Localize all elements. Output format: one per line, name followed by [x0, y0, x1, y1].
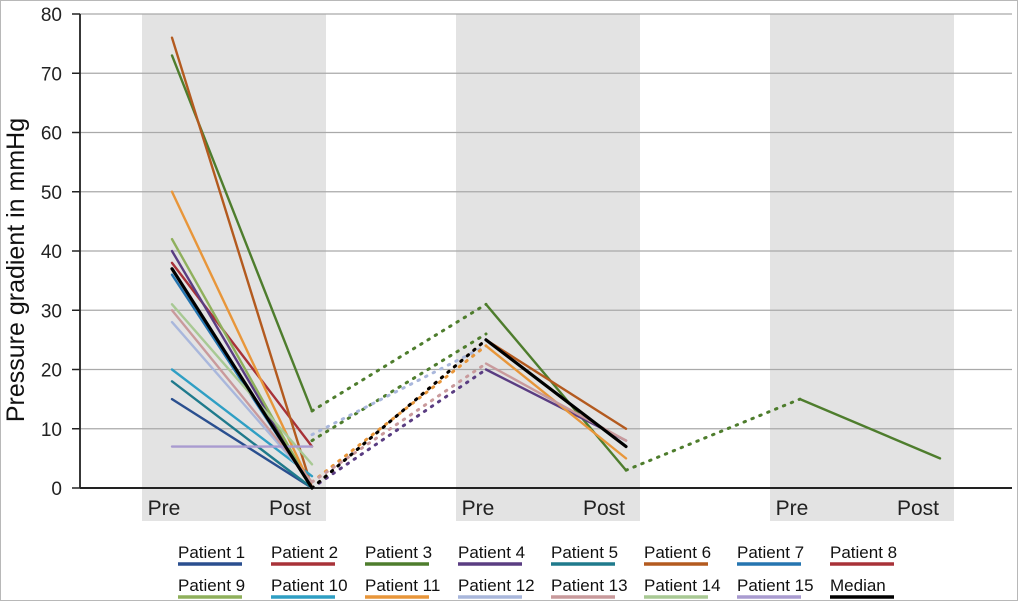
connector-7 [310, 362, 488, 484]
y-tick-60: 60 [41, 124, 62, 145]
y-axis-label: Pressure gradient in mmHg [2, 118, 30, 422]
connector-2 [310, 332, 488, 443]
connector-lines [310, 302, 802, 490]
legend-label-patient-3: Patient 3 [365, 543, 432, 562]
series-patient-6-group-1 [170, 36, 314, 490]
connector-1 [310, 302, 488, 413]
series-median-group-1 [170, 267, 314, 490]
x-tick-labels: Pre Post Pre Post Pre Post [148, 497, 940, 520]
series-patient-6-group-2 [484, 338, 628, 430]
series-patient-3-group-2 [484, 303, 628, 472]
legend-label-patient-8: Patient 8 [830, 543, 897, 562]
series-patient-12-group-1 [170, 320, 314, 484]
connector-9 [624, 397, 802, 472]
legend: Patient 1 Patient 2 Patient 3 Patient 4 Pati… [178, 543, 897, 599]
x-tick-pre-2: Pre [462, 497, 495, 520]
x-tick-pre-3: Pre [776, 497, 809, 520]
y-tick-30: 30 [41, 301, 62, 322]
group-band-2 [456, 14, 640, 521]
legend-label-patient-5: Patient 5 [551, 543, 618, 562]
series-patient-3-group-3 [798, 397, 942, 460]
legend-label-median: Median [830, 576, 886, 595]
legend-label-patient-12: Patient 12 [458, 576, 535, 595]
series-patient-14-group-1 [170, 303, 314, 466]
y-tick-50: 50 [41, 183, 62, 204]
legend-label-patient-15: Patient 15 [737, 576, 814, 595]
x-tick-pre-1: Pre [148, 497, 181, 520]
legend-label-patient-10: Patient 10 [271, 576, 348, 595]
series-lines [170, 36, 942, 490]
axes [72, 13, 1012, 489]
y-tick-70: 70 [41, 64, 62, 85]
y-tick-10: 10 [41, 420, 62, 441]
series-patient-1-group-1 [170, 397, 314, 490]
legend-label-patient-14: Patient 14 [644, 576, 721, 595]
legend-label-patient-9: Patient 9 [178, 576, 245, 595]
connector-4 [310, 368, 488, 490]
x-tick-post-1: Post [269, 497, 311, 520]
series-median-group-2 [484, 338, 628, 449]
legend-label-patient-7: Patient 7 [737, 543, 804, 562]
legend-label-patient-6: Patient 6 [644, 543, 711, 562]
y-tick-labels: 0 10 20 30 40 50 60 70 80 [41, 5, 62, 500]
connector-3 [310, 344, 488, 437]
y-tick-0: 0 [51, 479, 62, 500]
legend-label-patient-1: Patient 1 [178, 543, 245, 562]
y-tick-40: 40 [41, 242, 62, 263]
legend-label-patient-13: Patient 13 [551, 576, 628, 595]
series-patient-10-group-1 [170, 368, 314, 478]
group-bands [142, 14, 954, 521]
series-patient-5-group-1 [170, 380, 314, 490]
x-tick-post-3: Post [897, 497, 939, 520]
legend-label-patient-2: Patient 2 [271, 543, 338, 562]
y-tick-20: 20 [41, 361, 62, 382]
legend-label-patient-11: Patient 11 [365, 576, 440, 595]
group-band-3 [770, 14, 954, 521]
legend-label-patient-4: Patient 4 [458, 543, 525, 562]
y-tick-80: 80 [41, 5, 62, 26]
x-tick-post-2: Post [583, 497, 625, 520]
connector-6 [310, 344, 488, 484]
